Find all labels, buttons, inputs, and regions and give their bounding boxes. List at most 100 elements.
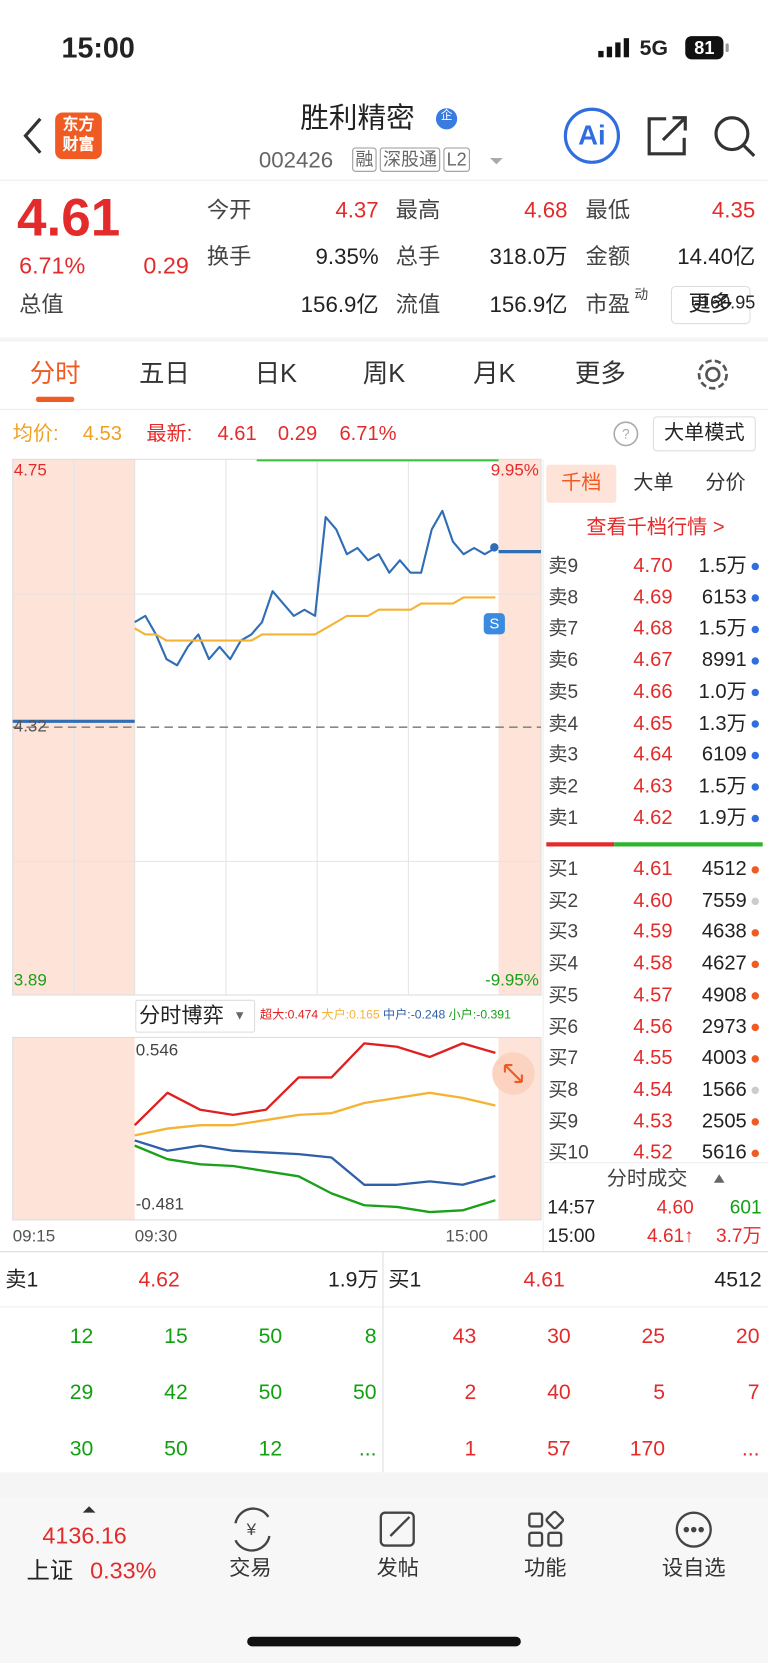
flow-dropdown[interactable]: ▼ [233,1007,246,1023]
share-icon[interactable] [647,116,687,156]
book-label: 卖1 [548,806,579,829]
tab[interactable]: 日K [254,359,298,389]
book-volume: 1.5万 [698,617,747,641]
mode-button-bg[interactable] [652,416,756,452]
field-label: 最高 [395,198,441,223]
sort-icon[interactable] [713,1174,725,1183]
help-icon[interactable] [613,421,639,447]
queue-order: 30 [547,1324,571,1349]
tab-underline [36,396,75,403]
avg-label: 均价: [12,423,59,446]
field-value: -160.95 [694,292,756,313]
function-icon[interactable] [528,1510,565,1547]
tab[interactable]: 分时 [29,359,81,389]
book-volume: 1.9万 [698,806,747,830]
book-dot [751,960,759,969]
book-price: 4.54 [633,1078,673,1101]
book-volume: 4638 [701,921,747,944]
book-volume: 8991 [701,649,747,672]
index-name[interactable]: 上证 [26,1557,74,1584]
ai-text[interactable]: Ai [578,118,606,151]
signal-icon [598,38,630,58]
home-indicator [247,1636,521,1647]
book-tab[interactable]: 千档 [561,472,602,495]
legend-entry: 超大:0.474 [259,1008,319,1022]
legend-entry: 大户:0.165 [321,1008,380,1022]
book-dot [751,751,759,760]
chart-grid-v [12,459,541,996]
prev-close-label: 4.32 [14,717,47,736]
flow-title[interactable]: 分时博弈 [138,1004,224,1028]
book-price: 4.65 [633,712,673,735]
tag: 融 [352,147,377,172]
tab[interactable]: 月K [473,359,516,389]
book-volume: 4003 [701,1047,747,1070]
help-mark: ? [622,427,630,442]
field-sup: 动 [634,286,649,303]
book-price: 4.55 [633,1047,673,1070]
field-label: 金额 [585,245,631,270]
flow-selector-bg[interactable] [135,999,256,1033]
badge-bg [435,108,458,130]
field-label: 总值 [19,292,64,318]
nav-item[interactable]: 设自选 [661,1557,726,1581]
trade-icon[interactable]: ¥ [234,1507,271,1552]
dropdown-icon[interactable] [490,158,503,165]
battery-tip [725,43,729,52]
book-volume: 1.3万 [698,712,747,735]
book-dot [751,814,759,823]
ai-icon[interactable] [563,107,621,164]
trade-price: 4.60 [656,1196,694,1218]
post-icon[interactable] [379,1511,415,1547]
book-price: 4.60 [633,889,673,912]
trade-price: 4.61↑ [647,1225,694,1247]
more-button-bg[interactable] [670,285,751,325]
search-icon[interactable] [714,116,756,158]
mode-button[interactable]: 大单模式 [664,422,745,445]
afterhours-shade [498,459,541,996]
tab[interactable]: 更多 [574,359,626,389]
nav-item[interactable]: 交易 [229,1557,272,1581]
book-link[interactable]: 查看千档行情 > [586,516,725,539]
tab[interactable]: 周K [362,359,406,389]
expand-icon[interactable] [503,1063,523,1084]
queue-order: 7 [747,1381,760,1405]
flow-legend: 超大:0.474 大户:0.165 中户:-0.248 小户:-0.391 [259,1008,511,1022]
footer-bg [0,1497,768,1663]
last-value: 4.61 [217,423,257,446]
queue-order: 29 [69,1381,94,1405]
more-button[interactable]: 更多 [688,291,733,317]
expand-arrow[interactable] [82,1506,96,1513]
book-price: 4.61 [633,858,673,881]
book-tab[interactable]: 大单 [633,472,674,495]
queue-order: 15 [164,1324,188,1349]
queue-order: 8 [364,1324,377,1349]
book-dot [751,783,759,791]
book-dot [751,929,759,937]
price: 4.61 [16,187,121,248]
index-change[interactable]: 0.33% [90,1557,157,1584]
y-tick-label: 4.75 [14,460,47,479]
book-dot [751,1149,759,1158]
tab[interactable]: 五日 [138,359,190,389]
back-icon[interactable] [23,117,42,154]
y-tick-label: -0.481 [136,1195,184,1214]
book-label: 买3 [548,921,579,943]
book-tab[interactable]: 分价 [705,472,746,495]
book-price: 4.68 [633,617,673,641]
index-value[interactable]: 4136.16 [42,1522,127,1549]
legend-entry: 中户:-0.248 [382,1008,446,1022]
settings-icon[interactable] [697,359,728,390]
y-tick-label: 3.89 [14,971,47,990]
book-label: 卖4 [548,712,579,734]
field-value: 9.35% [315,245,379,270]
field-label: 最低 [585,198,631,223]
nav-item[interactable]: 发帖 [376,1557,420,1581]
queue-volume: 1.9万 [327,1268,379,1293]
trade-time: 14:57 [547,1196,596,1218]
watchlist-icon[interactable] [675,1511,712,1548]
queue-order: 50 [258,1324,283,1349]
nav-item[interactable]: 功能 [524,1557,567,1581]
x-tick-label: 15:00 [446,1226,488,1245]
